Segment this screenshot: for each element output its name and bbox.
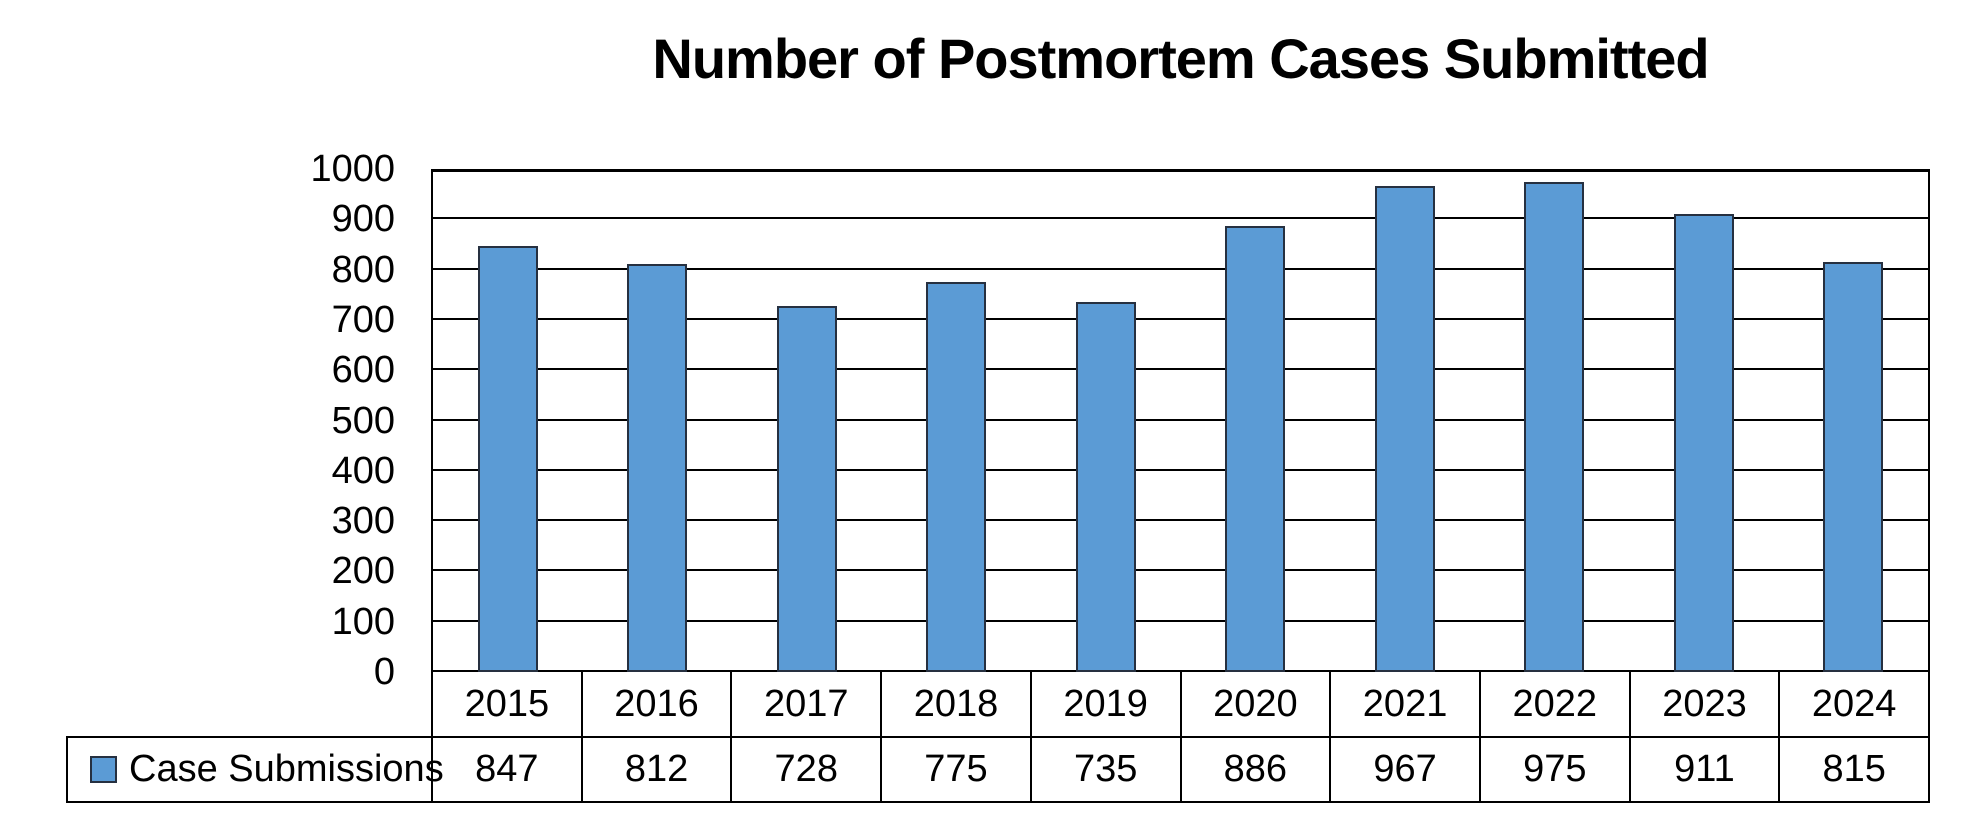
y-tick-label-400: 400 [331, 449, 395, 492]
y-tick-label-100: 100 [331, 600, 395, 643]
year-cell-2023: 2023 [1628, 672, 1779, 736]
gridline-900 [433, 217, 1928, 220]
value-cell-2018: 775 [880, 738, 1030, 801]
year-cell-2021: 2021 [1329, 672, 1479, 736]
value-cell-2015: 847 [431, 738, 581, 801]
bar-2021 [1374, 185, 1435, 672]
value-cell-2022: 975 [1478, 738, 1629, 801]
legend-label: Case Submissions [129, 748, 444, 790]
value-cell-2017: 728 [730, 738, 880, 801]
bar-2017 [776, 305, 837, 672]
gridline-100 [433, 619, 1928, 622]
year-cell-2016: 2016 [580, 672, 731, 736]
gridline-800 [433, 267, 1928, 270]
legend-swatch [90, 756, 117, 783]
bar-2022 [1524, 181, 1585, 672]
y-tick-label-600: 600 [331, 349, 395, 392]
gridline-700 [433, 317, 1928, 320]
value-cell-2020: 886 [1179, 738, 1330, 801]
y-tick-label-200: 200 [331, 550, 395, 593]
chart-title: Number of Postmortem Cases Submitted [652, 27, 1709, 90]
value-cell-2019: 735 [1029, 738, 1180, 801]
bar-2020 [1225, 226, 1286, 672]
year-cell-2015: 2015 [431, 672, 581, 736]
gridline-600 [433, 368, 1928, 371]
year-cell-2017: 2017 [730, 672, 880, 736]
y-tick-label-800: 800 [331, 248, 395, 291]
year-cell-2022: 2022 [1478, 672, 1629, 736]
bar-2024 [1823, 262, 1884, 672]
gridline-200 [433, 569, 1928, 572]
value-cell-2024: 815 [1778, 738, 1928, 801]
gridline-500 [433, 418, 1928, 421]
bar-2015 [477, 245, 538, 672]
y-tick-label-700: 700 [331, 298, 395, 341]
bar-2016 [627, 263, 688, 672]
plot-area [431, 169, 1930, 672]
gridline-0 [433, 670, 1928, 672]
year-cell-2020: 2020 [1179, 672, 1330, 736]
x-category-row: 2015 2016 2017 2018 2019 2020 2021 2022 2023 2024 [431, 672, 1930, 736]
y-tick-label-0: 0 [373, 651, 395, 693]
y-tick-label-900: 900 [331, 198, 395, 241]
year-cell-2019: 2019 [1029, 672, 1180, 736]
year-cell-2024: 2024 [1778, 672, 1928, 736]
y-tick-label-1000: 1000 [310, 148, 395, 190]
data-table-row: Case Submissions 847 812 728 775 735 886 967 97… [66, 736, 1930, 803]
bar-2019 [1075, 302, 1136, 672]
legend-key-cell: Case Submissions [68, 738, 444, 801]
gridline-1000 [433, 169, 1928, 172]
value-cell-2023: 911 [1628, 738, 1779, 801]
year-cell-2018: 2018 [880, 672, 1030, 736]
value-cell-2021: 967 [1329, 738, 1479, 801]
gridline-300 [433, 519, 1928, 522]
value-cell-2016: 812 [580, 738, 731, 801]
y-tick-label-300: 300 [331, 500, 395, 543]
bar-2018 [926, 282, 987, 672]
gridline-400 [433, 468, 1928, 471]
y-tick-label-500: 500 [331, 399, 395, 442]
bar-2023 [1673, 213, 1734, 672]
